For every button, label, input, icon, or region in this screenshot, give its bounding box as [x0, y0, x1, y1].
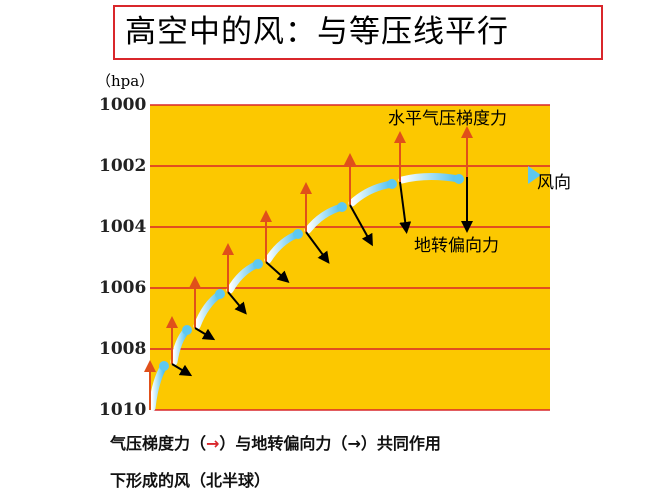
coriolis-force-arrow	[265, 261, 290, 284]
wind-direction-arrow	[398, 173, 463, 184]
coriolis-force-arrow	[305, 231, 330, 264]
caption-text: ）与地转偏向力（	[219, 434, 348, 453]
isobar-label-1010: 1010	[99, 400, 147, 420]
wind-arrow-head	[337, 202, 347, 212]
caption-text: 气压梯度力（	[110, 434, 207, 453]
isobar-label-1000: 1000	[99, 95, 147, 115]
isobar-label-1008: 1008	[99, 339, 147, 359]
black-arrow-icon: →	[347, 434, 361, 453]
wind-arrow-head	[528, 166, 541, 184]
isobar-label-1006: 1006	[99, 278, 147, 298]
wind-arrow-head	[454, 174, 464, 184]
red-arrow-icon: →	[206, 434, 220, 453]
coriolis-force-arrow	[171, 363, 193, 377]
diagram-background	[150, 105, 550, 410]
wind-arrow-head	[182, 325, 192, 335]
caption-line-2: 下形成的风（北半球）	[110, 471, 271, 490]
coriolis-force-label: 地转偏向力	[414, 236, 499, 256]
wind-arrow-head	[253, 259, 263, 269]
wind-direction-label: 风向	[537, 173, 571, 193]
coriolis-force-arrow	[399, 181, 412, 234]
coriolis-force-arrow	[194, 327, 216, 341]
pressure-gradient-force-label: 水平气压梯度力	[388, 109, 507, 129]
wind-arrow-head	[215, 289, 225, 299]
coriolis-force-arrow	[227, 291, 247, 315]
wind-arrow-head	[159, 361, 169, 371]
slide-title: 高空中的风：与等压线平行	[113, 5, 603, 60]
isobar-label-1004: 1004	[99, 217, 147, 237]
wind-arrow-head	[387, 179, 397, 189]
caption-text: ）共同作用	[360, 434, 441, 453]
isobar-label-1002: 1002	[99, 156, 147, 176]
unit-label: （hpa）	[96, 72, 155, 90]
caption-line-1: 气压梯度力（→）与地转偏向力（→）共同作用	[110, 430, 441, 454]
wind-arrow-head	[293, 229, 303, 239]
coriolis-force-arrow	[349, 204, 373, 247]
